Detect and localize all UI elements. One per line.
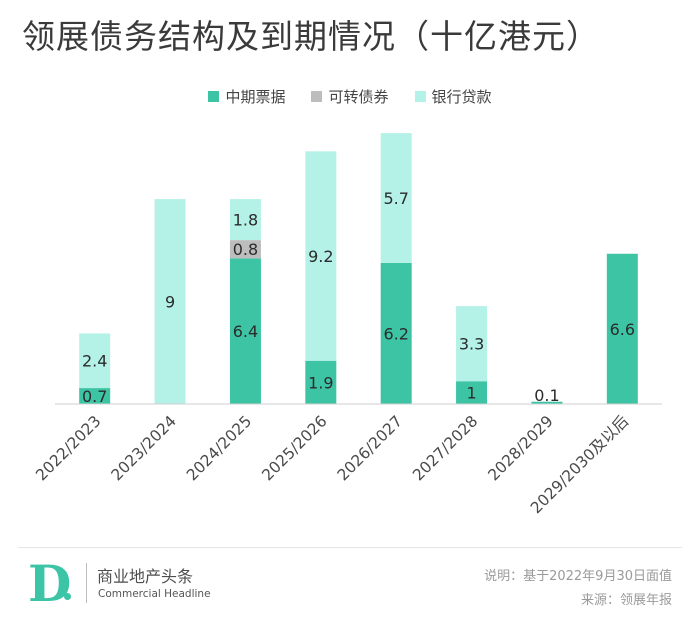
legend-item-convertible: 可转债券 — [311, 86, 389, 107]
data-label-bank-loan-4: 5.7 — [383, 189, 408, 208]
bar-bank-loan-1 — [154, 199, 186, 404]
bar-mtn-6 — [531, 401, 563, 404]
x-tick-label-0: 2022/2023 — [32, 412, 104, 484]
footnote-source: 来源：领展年报 — [580, 593, 672, 608]
legend-swatch-convertible — [311, 91, 323, 102]
legend-item-mtn: 中期票据 — [208, 86, 285, 107]
x-tick-label-5: 2027/2028 — [409, 412, 481, 484]
data-label-mtn-7: 6.6 — [610, 320, 635, 339]
legend-item-bank-loan: 银行贷款 — [414, 86, 492, 107]
bar-mtn-5 — [456, 381, 488, 404]
data-label-bank-loan-1: 9 — [165, 293, 175, 312]
brand-name-en: Commercial Headline — [98, 588, 211, 600]
bar-mtn-2 — [229, 258, 261, 404]
footer-divider — [18, 547, 682, 548]
data-label-mtn-0: 0.7 — [82, 387, 107, 406]
brand-logo-dot — [64, 593, 71, 600]
bar-bank-loan-2 — [229, 199, 261, 241]
bar-convertible-2 — [229, 240, 261, 259]
x-tick-label-1: 2023/2024 — [108, 412, 180, 484]
bar-mtn-4 — [380, 262, 412, 404]
data-label-mtn-2: 6.4 — [233, 322, 258, 341]
data-label-bank-loan-5: 3.3 — [459, 335, 484, 354]
chart-title: 领展债务结构及到期情况（十亿港元） — [22, 17, 600, 56]
legend-label-bank-loan: 银行贷款 — [431, 88, 492, 106]
bar-bank-loan-5 — [456, 306, 488, 382]
legend-swatch-mtn — [208, 91, 220, 102]
footnote-basis: 说明：基于2022年9月30日面值 — [484, 569, 672, 584]
brand-logo-icon: D — [28, 554, 72, 613]
data-label-mtn-4: 6.2 — [383, 324, 408, 343]
data-label-bank-loan-0: 2.4 — [82, 352, 107, 371]
bar-bank-loan-4 — [380, 133, 412, 263]
bar-mtn-3 — [305, 360, 337, 404]
x-tick-label-6: 2028/2029 — [485, 412, 557, 484]
legend-swatch-bank-loan — [414, 91, 426, 102]
data-label-mtn-6: 0.1 — [534, 386, 559, 405]
bar-bank-loan-3 — [305, 151, 337, 361]
x-tick-label-3: 2025/2026 — [258, 412, 330, 484]
chart-legend: 中期票据 可转债券 银行贷款 — [0, 86, 700, 107]
bar-mtn-7 — [606, 253, 638, 404]
bar-mtn-0 — [79, 388, 111, 404]
legend-label-mtn: 中期票据 — [225, 88, 286, 106]
data-label-bank-loan-2: 1.8 — [233, 211, 258, 230]
data-label-bank-loan-3: 9.2 — [308, 247, 333, 266]
data-label-convertible-2: 0.8 — [233, 240, 258, 259]
brand-separator — [86, 563, 87, 603]
brand-name-cn: 商业地产头条 — [97, 567, 194, 586]
bar-bank-loan-0 — [79, 333, 111, 389]
legend-label-convertible: 可转债券 — [328, 88, 389, 106]
data-label-mtn-5: 1 — [466, 384, 476, 403]
bar-chart: 0.7 2.4 2022/2023 9 2023/2024 6.4 0.8 1.8 2024/2… — [32, 133, 662, 517]
x-tick-label-4: 2026/2027 — [334, 412, 406, 484]
x-tick-label-2: 2024/2025 — [183, 412, 255, 484]
data-label-mtn-3: 1.9 — [308, 373, 333, 392]
